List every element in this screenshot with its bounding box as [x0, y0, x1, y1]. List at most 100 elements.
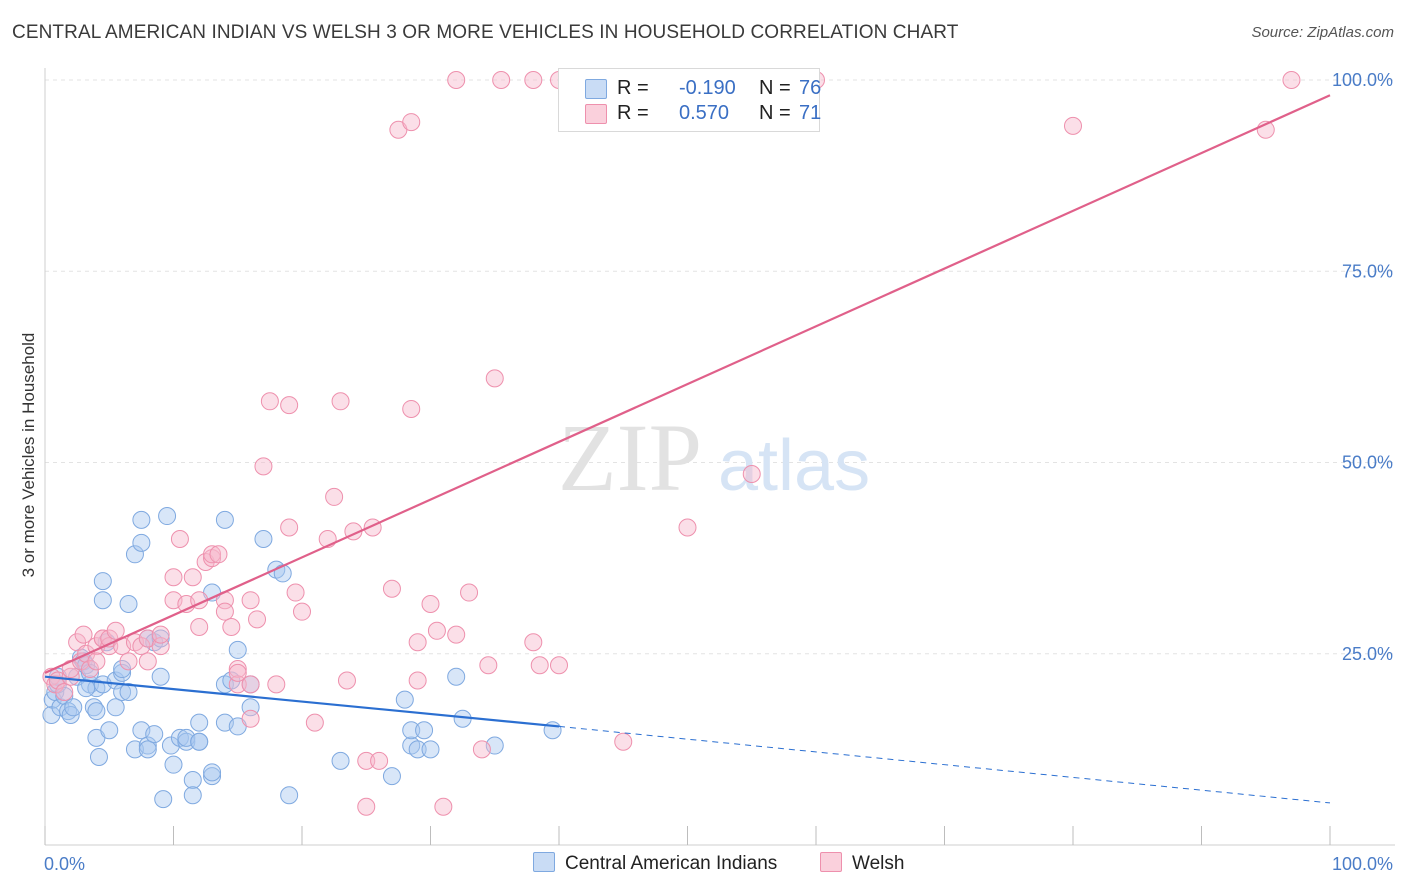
data-point: [408, 740, 427, 759]
data-point: [42, 705, 61, 724]
data-point: [161, 736, 180, 755]
data-point: [132, 510, 151, 529]
data-point: [357, 751, 376, 770]
legend-swatch-pink: [820, 852, 842, 872]
data-point: [479, 656, 498, 675]
trend-line: [44, 675, 560, 728]
data-point: [170, 530, 189, 548]
y-tick-label: 100.0%: [1332, 70, 1393, 90]
n-label: N =: [759, 102, 791, 124]
data-point: [87, 652, 106, 671]
data-point: [87, 702, 106, 721]
data-point: [280, 518, 299, 537]
data-point: [190, 713, 209, 732]
data-point: [524, 633, 543, 652]
data-point: [132, 533, 151, 552]
data-point: [241, 675, 260, 694]
data-point: [337, 671, 356, 690]
data-point: [119, 683, 138, 701]
data-point: [382, 579, 401, 598]
data-point: [530, 656, 549, 675]
data-point: [209, 545, 228, 564]
data-point: [138, 652, 157, 671]
data-point: [203, 767, 222, 786]
y-tick-label: 25.0%: [1342, 644, 1393, 664]
data-point: [524, 71, 543, 89]
data-point: [408, 633, 427, 652]
watermark-zip: ZIP: [558, 404, 702, 511]
legend-swatch-pink: [585, 104, 607, 124]
legend-swatch-blue: [533, 852, 555, 872]
data-point: [447, 625, 466, 644]
data-point: [742, 464, 761, 483]
data-point: [113, 663, 132, 682]
data-point: [61, 667, 80, 686]
data-point: [485, 369, 504, 388]
data-point: [492, 71, 511, 89]
data-point: [228, 663, 247, 682]
data-point: [241, 591, 260, 610]
data-point: [305, 713, 324, 732]
data-point: [460, 583, 479, 602]
y-axis-label: 3 or more Vehicles in Household: [19, 333, 38, 578]
data-point: [370, 751, 389, 770]
r-label: R =: [617, 102, 649, 124]
data-point: [408, 671, 427, 690]
data-point: [427, 621, 446, 640]
n-value: 71: [799, 102, 822, 124]
data-point: [100, 721, 119, 740]
data-point: [113, 660, 132, 679]
data-point: [382, 767, 401, 786]
data-point: [357, 797, 376, 816]
legend-swatch-blue: [585, 79, 607, 99]
data-point: [421, 740, 440, 759]
data-point: [151, 667, 170, 686]
trend-lines: [44, 94, 1331, 804]
data-point: [151, 625, 170, 644]
data-point: [254, 530, 273, 548]
data-point: [203, 545, 222, 564]
data-point: [447, 71, 466, 89]
data-point: [325, 487, 344, 506]
data-point: [215, 510, 234, 529]
data-point: [331, 751, 350, 770]
data-point: [190, 732, 209, 751]
y-tick-label: 75.0%: [1342, 261, 1393, 281]
data-point: [402, 113, 421, 132]
data-point: [74, 625, 93, 644]
data-point: [228, 640, 247, 659]
data-point: [190, 617, 209, 636]
data-point: [293, 602, 311, 621]
tick-labels: 25.0% 50.0% 75.0% 100.0% 0.0% 100.0%: [44, 70, 1393, 874]
r-label: R =: [617, 77, 649, 99]
data-point: [614, 732, 633, 751]
data-point: [402, 721, 421, 740]
x-tick-label: 0.0%: [44, 854, 85, 874]
legend-label: Welsh: [852, 853, 905, 874]
data-point: [550, 656, 568, 675]
data-point: [421, 595, 440, 614]
data-point: [177, 732, 196, 751]
data-point: [402, 399, 421, 418]
data-point: [254, 457, 273, 476]
data-point: [164, 755, 183, 774]
data-point: [145, 725, 164, 744]
data-point: [119, 595, 138, 614]
data-point: [286, 583, 305, 602]
data-point: [125, 545, 144, 564]
r-value: -0.190: [679, 77, 736, 99]
data-point: [215, 602, 234, 621]
data-point: [93, 591, 112, 610]
data-point: [106, 621, 125, 640]
legend-item-welsh: Welsh: [820, 852, 904, 875]
data-point: [267, 675, 286, 694]
source-label: Source: ZipAtlas.com: [1251, 24, 1394, 41]
data-point: [119, 652, 138, 671]
data-point: [1282, 71, 1301, 89]
data-point: [183, 568, 202, 587]
data-point: [154, 790, 173, 809]
chart-title: CENTRAL AMERICAN INDIAN VS WELSH 3 OR MO…: [12, 22, 959, 43]
trend-line-extension: [558, 725, 1331, 804]
data-point: [93, 572, 112, 591]
data-point: [151, 629, 170, 648]
